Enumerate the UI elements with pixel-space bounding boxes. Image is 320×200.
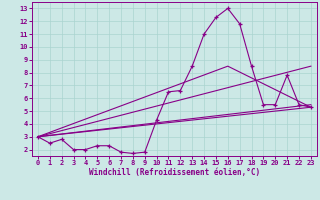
X-axis label: Windchill (Refroidissement éolien,°C): Windchill (Refroidissement éolien,°C) [89,168,260,177]
